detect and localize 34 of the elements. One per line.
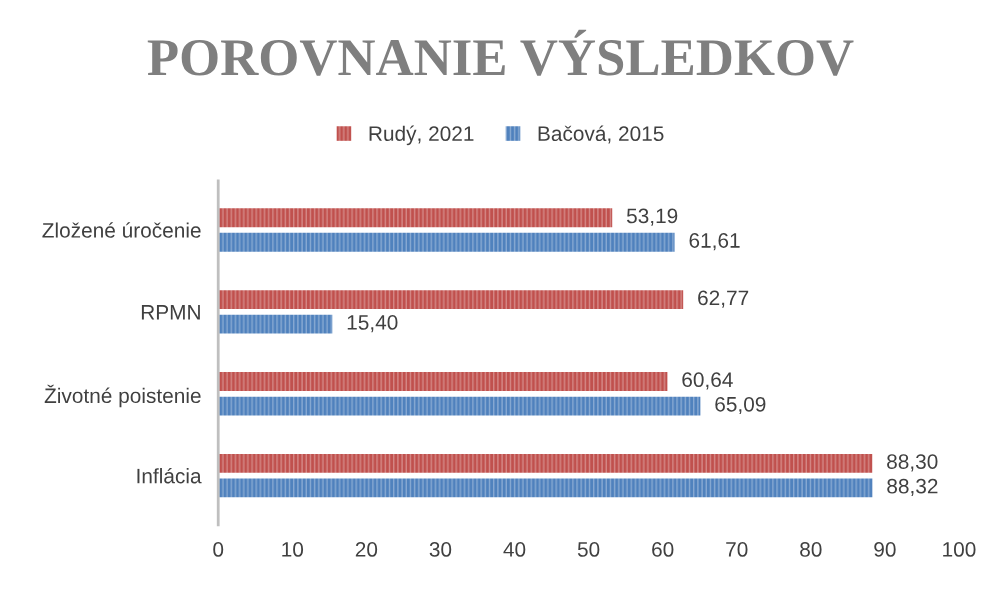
x-tick-label: 30: [429, 542, 452, 557]
chart-title: POROVNANIE VÝSLEDKOV: [147, 29, 854, 76]
x-tick-label: 10: [282, 542, 304, 557]
bar: [218, 372, 668, 391]
y-tick-label: RPMN: [141, 305, 200, 320]
x-tick-label: 100: [943, 542, 976, 557]
bar: [218, 314, 333, 334]
data-label: 88,32: [887, 478, 938, 497]
data-label: 53,19: [626, 208, 678, 226]
x-tick-label: 70: [726, 542, 748, 557]
x-tick-label: 80: [800, 542, 822, 557]
bar: [218, 232, 675, 252]
data-label: 60,64: [682, 372, 733, 390]
legend-label: Bačová, 2015: [538, 125, 664, 144]
data-label: 65,09: [715, 396, 766, 415]
x-tick-label: 40: [503, 542, 526, 557]
data-label: 61,61: [689, 233, 740, 251]
bar: [218, 453, 873, 473]
x-tick-label: 60: [652, 542, 674, 557]
y-tick-label: Zložené úročenie: [42, 222, 201, 238]
data-label: 88,30: [887, 454, 938, 472]
data-label: 62,77: [698, 290, 749, 308]
x-tick-label: 20: [355, 542, 378, 557]
x-tick-label: 0: [213, 542, 224, 557]
y-tick-label: Životné poistenie: [44, 384, 201, 408]
y-tick-label: Inflácia: [137, 467, 202, 484]
x-tick-label: 90: [874, 542, 896, 557]
data-label: 15,40: [347, 315, 398, 333]
x-tick-label: 50: [577, 542, 600, 557]
bar: [218, 290, 684, 310]
bar: [218, 208, 613, 228]
bar: [218, 396, 701, 416]
legend-label: Rudý, 2021: [369, 125, 474, 146]
bar: [218, 478, 873, 498]
